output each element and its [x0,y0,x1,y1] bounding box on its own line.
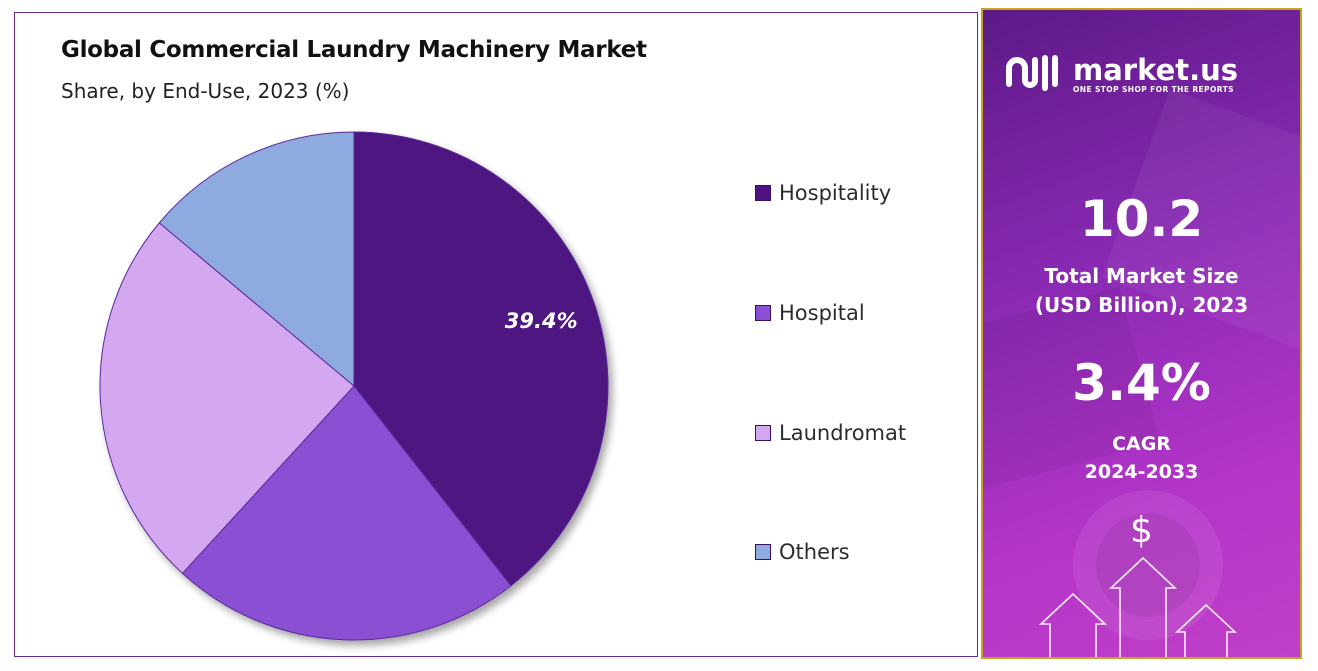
legend-item-laundromat: Laundromat [755,420,906,446]
cagr-caption-line2: 2024-2033 [1084,461,1199,483]
legend-item-others: Others [755,539,850,565]
legend-label: Laundromat [779,421,907,445]
pie-slice-others [158,131,355,388]
legend-swatch [755,544,771,560]
cagr-value: 3.4% [1072,354,1211,412]
brand-name: market.us [1073,52,1239,87]
chart-title: Global Commercial Laundry Machinery Mark… [61,37,647,63]
pie-slice-hospital [181,385,512,641]
brand: market.us ONE STOP SHOP FOR THE REPORTS [1003,50,1238,98]
pie-chart: 39.4% [99,131,609,641]
legend-label: Others [779,540,850,564]
market-size-caption-line2: (USD Billion), 2023 [1034,293,1249,317]
legend-label: Hospital [779,301,865,325]
growth-arrow-icon [1038,556,1238,657]
pie-slice-laundromat [99,222,355,575]
pie-slice-label-hospitality: 39.4% [505,309,578,333]
legend-item-hospitality: Hospitality [755,180,891,206]
legend-swatch [755,425,771,441]
legend-swatch [755,305,771,321]
info-panel-background [983,88,1300,640]
cagr-caption-line1: CAGR [1112,433,1171,455]
legend-label: Hospitality [779,181,892,205]
market-size-value: 10.2 [1079,190,1204,248]
market-size-caption-line1: Total Market Size [1044,264,1239,288]
chart-panel: Global Commercial Laundry Machinery Mark… [14,12,978,657]
dollar-coin-icon: $ [1130,510,1153,551]
chart-subtitle: Share, by End-Use, 2023 (%) [61,79,350,103]
legend-item-hospital: Hospital [755,300,865,326]
pie-slice-hospitality [353,131,609,587]
brand-tagline: ONE STOP SHOP FOR THE REPORTS [1073,84,1234,94]
legend-swatch [755,185,771,201]
info-panel: market.us ONE STOP SHOP FOR THE REPORTS … [981,8,1302,659]
market-us-logo-icon [1006,55,1058,91]
